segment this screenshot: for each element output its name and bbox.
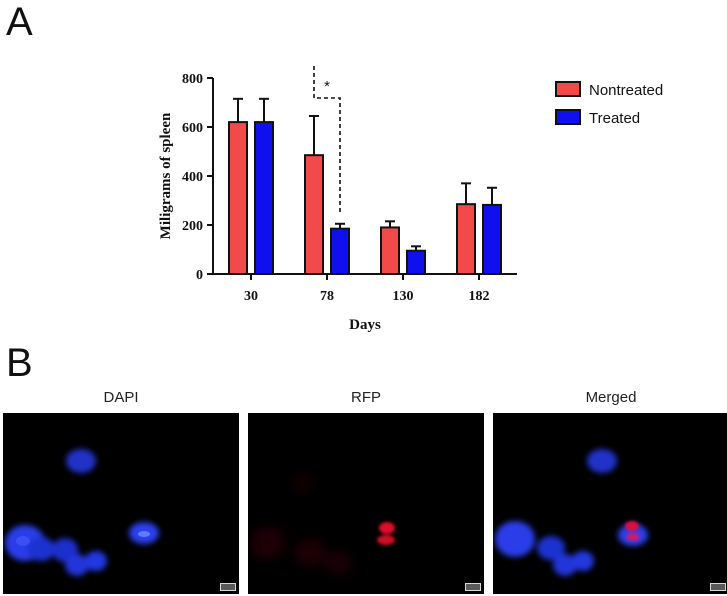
x-tick-label: 182: [469, 289, 490, 304]
bar: [330, 227, 350, 276]
y-tick-label: 400: [182, 170, 203, 185]
dapi-label: DAPI: [103, 389, 139, 406]
x-axis-title: Days: [349, 317, 381, 333]
rfp-micrograph: [248, 413, 484, 594]
bar: [456, 203, 476, 275]
panel-b-label: B: [6, 341, 33, 385]
significance-bracket: [313, 65, 341, 214]
legend-swatch: [555, 109, 581, 125]
x-tick-label: 30: [244, 289, 258, 304]
significance-label: *: [324, 78, 330, 95]
bar: [304, 154, 324, 275]
rfp-label: RFP: [351, 389, 381, 406]
y-tick-label: 0: [196, 268, 203, 283]
x-tick-label: 78: [320, 289, 334, 304]
bar: [482, 203, 502, 275]
y-tick-label: 800: [182, 72, 203, 87]
merged-scale-bar: [710, 583, 726, 591]
y-tick-label: 600: [182, 121, 203, 136]
y-tick-label: 200: [182, 219, 203, 234]
x-tick-label: 130: [393, 289, 414, 304]
panel-a-label: A: [6, 0, 33, 44]
legend-label: Treated: [589, 110, 640, 127]
bar-chart: 30 78 130 182 0 200 400 600 800 Days Miligrams of …: [158, 65, 663, 333]
dapi-micrograph: [3, 413, 239, 594]
dapi-scale-bar: [220, 583, 236, 591]
legend-label: Nontreated: [589, 82, 663, 99]
y-axis-title: Miligrams of spleen: [158, 112, 174, 239]
bar: [406, 249, 426, 276]
legend-swatch: [555, 81, 581, 97]
bar: [254, 121, 274, 275]
bar: [380, 226, 400, 275]
merged-label: Merged: [585, 389, 637, 406]
bar: [228, 121, 248, 275]
merged-micrograph: [493, 413, 727, 594]
rfp-scale-bar: [465, 583, 481, 591]
